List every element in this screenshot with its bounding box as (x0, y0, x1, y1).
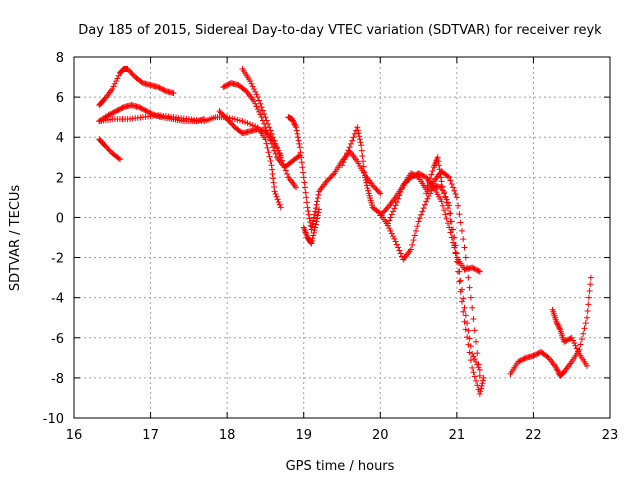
y-tick-label: 8 (56, 51, 64, 66)
x-tick-label: 20 (372, 428, 389, 443)
y-tick-label: -4 (51, 292, 64, 307)
y-tick-label: 4 (56, 131, 64, 146)
data-point-markers (300, 206, 323, 247)
x-tick-label: 17 (142, 428, 159, 443)
data-point-markers (423, 168, 483, 379)
x-tick-label: 19 (295, 428, 312, 443)
y-axis-label: SDTVAR / TECUs (8, 185, 23, 292)
data-point-markers (96, 136, 123, 163)
series-sat-m (423, 168, 483, 379)
series-sat-j (339, 124, 483, 373)
x-tick-label: 21 (449, 428, 466, 443)
data-point-markers (507, 274, 594, 379)
data-point-markers (549, 306, 591, 369)
y-tick-label: -10 (43, 412, 64, 427)
y-tick-label: 0 (56, 211, 64, 226)
y-tick-label: -6 (51, 332, 64, 347)
series-sat-a (96, 66, 177, 109)
series-sat-n (507, 274, 594, 379)
series-sat-c (96, 112, 284, 211)
data-point-markers (96, 112, 284, 211)
y-tick-label: 6 (56, 91, 64, 106)
x-axis-label: GPS time / hours (286, 459, 395, 474)
chart-title: Day 185 of 2015, Sidereal Day-to-day VTE… (78, 23, 602, 38)
series-sat-i (300, 206, 323, 247)
x-tick-label: 16 (66, 428, 83, 443)
x-tick-label: 23 (602, 428, 619, 443)
series-sat-d (96, 136, 123, 163)
x-tick-label: 18 (219, 428, 236, 443)
y-tick-label: -8 (51, 372, 64, 387)
data-point-markers (384, 154, 487, 397)
series-sat-o (549, 306, 591, 369)
data-point-markers (96, 66, 177, 109)
x-tick-label: 22 (525, 428, 542, 443)
series-sat-l (384, 154, 487, 397)
data-point-markers (339, 124, 483, 373)
y-tick-label: -2 (51, 252, 64, 267)
plot-frame (73, 56, 611, 419)
y-tick-label: 2 (56, 171, 64, 186)
series-sat-g (239, 66, 300, 191)
data-points (96, 66, 594, 397)
data-point-markers (239, 66, 300, 191)
